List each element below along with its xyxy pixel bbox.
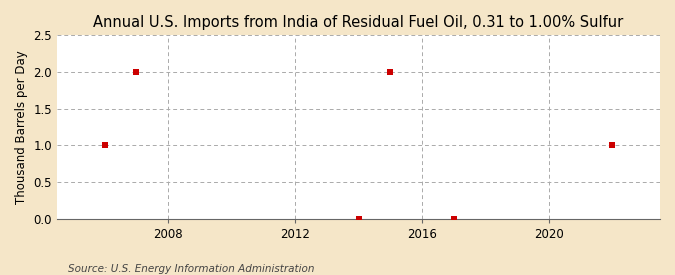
Title: Annual U.S. Imports from India of Residual Fuel Oil, 0.31 to 1.00% Sulfur: Annual U.S. Imports from India of Residu… <box>93 15 624 30</box>
Point <box>353 216 364 221</box>
Point <box>131 70 142 74</box>
Point <box>99 143 110 148</box>
Text: Source: U.S. Energy Information Administration: Source: U.S. Energy Information Administ… <box>68 264 314 274</box>
Point <box>607 143 618 148</box>
Point <box>448 216 459 221</box>
Y-axis label: Thousand Barrels per Day: Thousand Barrels per Day <box>15 50 28 204</box>
Point <box>385 70 396 74</box>
